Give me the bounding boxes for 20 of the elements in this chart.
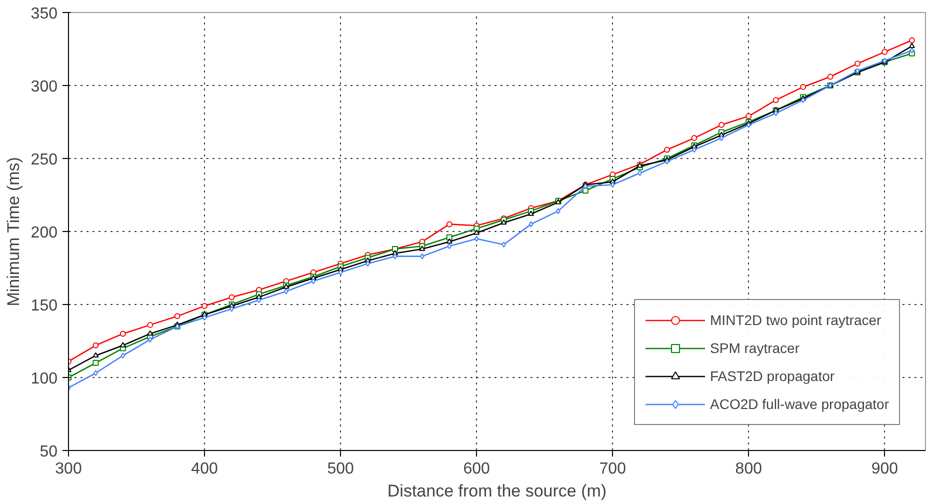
y-tick-label: 100: [30, 370, 58, 388]
y-tick-label: 200: [30, 224, 58, 242]
legend-label: FAST2D propagator: [710, 368, 835, 384]
y-tick-label: 300: [30, 78, 58, 96]
legend-label: MINT2D two point raytracer: [710, 312, 882, 328]
x-tick-label: 500: [327, 460, 354, 478]
x-tick-label: 900: [871, 460, 898, 478]
y-tick-label: 150: [30, 298, 58, 314]
x-tick-label: 300: [55, 460, 82, 478]
y-tick-label: 350: [30, 6, 58, 22]
x-axis-title: Distance from the source (m): [387, 482, 607, 500]
legend-label: SPM raytracer: [710, 340, 800, 356]
x-tick-label: 600: [463, 460, 490, 478]
x-tick-label: 700: [599, 460, 626, 478]
x-tick-label: 800: [735, 460, 762, 478]
legend-label: ACO2D full-wave propagator: [710, 396, 889, 412]
y-axis-title: Minimum Time (ms): [4, 157, 23, 306]
y-tick-label: 250: [30, 152, 58, 168]
x-tick-label: 400: [191, 460, 218, 478]
y-tick-label: 50: [40, 444, 58, 460]
